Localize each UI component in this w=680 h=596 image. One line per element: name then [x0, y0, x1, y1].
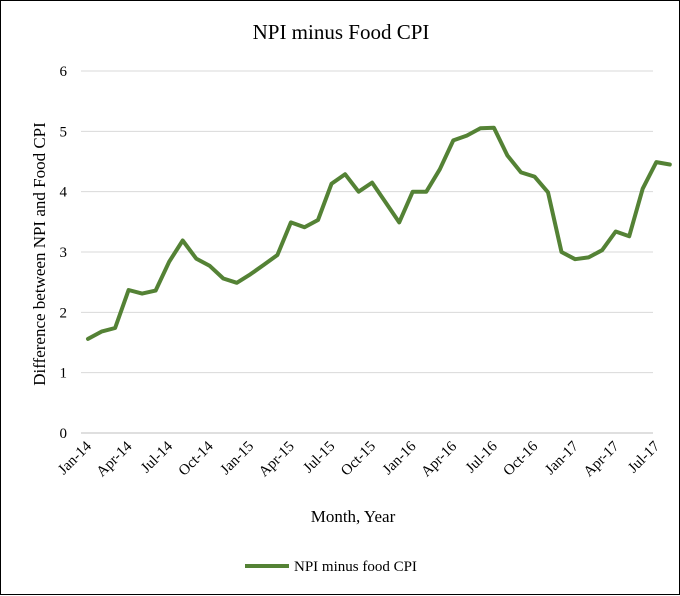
series-line-npi-minus-food-cpi [86, 125, 672, 341]
data-point [641, 187, 645, 191]
x-tick-label: Jul-16 [463, 438, 501, 476]
x-tick-label: Apr-16 [418, 438, 460, 480]
data-point [546, 190, 550, 194]
data-point [113, 326, 117, 330]
data-point [316, 218, 320, 222]
chart-title: NPI minus Food CPI [253, 20, 430, 44]
y-tick-label: 2 [60, 305, 68, 321]
y-tick-labels: 0 1 2 3 4 5 6 [60, 64, 68, 442]
y-tick-label: 4 [60, 185, 68, 201]
y-axis-label: Difference between NPI and Food CPI [30, 122, 49, 386]
data-point [208, 264, 212, 268]
x-tick-label: Jan-15 [218, 439, 258, 479]
y-tick-label: 0 [60, 426, 68, 442]
data-point [532, 175, 536, 179]
x-tick-label: Jan-16 [380, 438, 420, 478]
x-tick-label: Oct-16 [501, 438, 542, 479]
x-tick-label: Apr-17 [581, 438, 623, 480]
y-tick-label: 1 [60, 366, 68, 382]
data-point [573, 257, 577, 261]
data-point [451, 138, 455, 142]
gridlines [81, 70, 653, 374]
data-point [465, 134, 469, 138]
data-point [492, 126, 496, 130]
data-point [127, 288, 131, 292]
data-point [262, 263, 266, 267]
data-point [560, 250, 564, 254]
data-point [181, 239, 185, 243]
data-point [654, 160, 658, 164]
data-point [343, 172, 347, 176]
data-point [235, 281, 239, 285]
data-point [411, 190, 415, 194]
data-point [100, 330, 104, 334]
x-tick-label: Jul-17 [625, 438, 663, 476]
data-point [248, 272, 252, 276]
data-point [194, 257, 198, 261]
data-point [438, 167, 442, 171]
data-point [140, 292, 144, 296]
data-point [614, 229, 618, 233]
data-point [289, 220, 293, 224]
data-point [330, 182, 334, 186]
data-point [167, 260, 171, 264]
data-point [357, 190, 361, 194]
data-point [587, 255, 591, 259]
data-point [154, 289, 158, 293]
y-tick-label: 6 [60, 64, 68, 80]
data-point [397, 220, 401, 224]
data-point [478, 126, 482, 130]
x-tick-label: Jul-15 [301, 439, 339, 477]
data-point [302, 225, 306, 229]
x-tick-label: Jan-17 [542, 438, 582, 478]
y-tick-label: 5 [60, 124, 68, 140]
data-point [668, 163, 672, 167]
data-point [275, 253, 279, 257]
x-tick-label: Apr-14 [94, 438, 136, 480]
data-point [221, 277, 225, 281]
data-points [86, 126, 672, 341]
data-point [86, 337, 90, 341]
x-tick-label: Oct-15 [338, 439, 379, 480]
data-point [627, 234, 631, 238]
x-tick-label: Apr-15 [256, 439, 298, 481]
y-tick-label: 3 [60, 245, 68, 261]
data-point [519, 170, 523, 174]
data-point [600, 248, 604, 252]
x-tick-label: Jul-14 [138, 438, 176, 476]
legend-label: NPI minus food CPI [294, 559, 417, 575]
x-tick-label: Oct-14 [176, 438, 217, 479]
x-axis-label: Month, Year [311, 507, 396, 526]
x-tick-label: Jan-14 [55, 438, 95, 478]
data-point [370, 181, 374, 185]
data-point [424, 190, 428, 194]
data-point [384, 201, 388, 205]
data-point [505, 153, 509, 157]
legend: NPI minus food CPI [245, 559, 417, 575]
